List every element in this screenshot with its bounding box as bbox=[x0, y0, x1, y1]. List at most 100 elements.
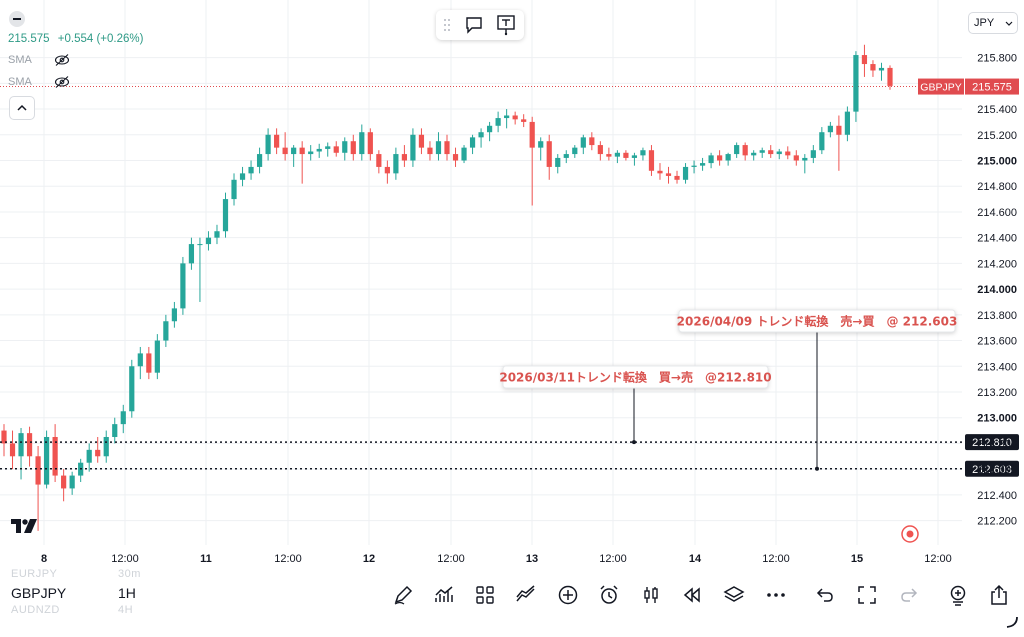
price-tag-symbol-bg bbox=[918, 78, 964, 95]
price-tick-label: 214.400 bbox=[977, 233, 1017, 245]
drag-handle-icon[interactable] bbox=[443, 18, 451, 32]
candle-body bbox=[461, 147, 467, 161]
candle-body bbox=[708, 155, 714, 164]
time-tick-label: 11 bbox=[200, 553, 212, 565]
price-change: +0.554 (+0.26%) bbox=[57, 33, 144, 45]
text-note-icon[interactable] bbox=[496, 14, 516, 36]
candle-body bbox=[282, 147, 288, 155]
candle bbox=[563, 150, 569, 164]
candle bbox=[853, 51, 859, 122]
prev-symbol[interactable]: EURJPY bbox=[11, 568, 58, 580]
time-tick-label: 12 bbox=[363, 553, 375, 565]
candle-body bbox=[86, 449, 92, 463]
candle bbox=[188, 237, 195, 270]
more-icon[interactable] bbox=[765, 584, 787, 606]
price-tag-symbol: GBPJPY bbox=[920, 82, 961, 94]
price-tick-label: 212.800 bbox=[977, 438, 1017, 450]
hline-label: 212.810 bbox=[972, 437, 1012, 449]
resize-handle-icon[interactable] bbox=[1005, 615, 1019, 629]
candle bbox=[512, 111, 518, 125]
indicator-row-1[interactable]: SMA bbox=[8, 53, 70, 67]
candle bbox=[86, 443, 92, 472]
candle-body bbox=[222, 199, 229, 232]
candle bbox=[606, 147, 612, 161]
candle-body bbox=[444, 141, 450, 155]
candle-body bbox=[606, 154, 612, 157]
candle bbox=[26, 426, 33, 467]
grid-layout-icon[interactable] bbox=[474, 584, 496, 606]
undo-icon[interactable] bbox=[814, 584, 836, 606]
candles bbox=[1, 44, 893, 531]
candle-body bbox=[742, 145, 748, 156]
candle bbox=[214, 224, 220, 245]
candle-body bbox=[785, 151, 791, 156]
candle-body bbox=[197, 244, 203, 246]
eye-off-icon[interactable] bbox=[54, 75, 70, 89]
add-alert-icon[interactable] bbox=[947, 584, 969, 606]
candle-body bbox=[529, 121, 535, 148]
add-icon[interactable] bbox=[557, 584, 579, 606]
candle-body bbox=[452, 154, 459, 161]
candle bbox=[521, 114, 527, 128]
candle bbox=[265, 128, 271, 161]
candle-body bbox=[759, 150, 765, 153]
candle-body bbox=[580, 137, 586, 148]
alarm-icon[interactable] bbox=[598, 584, 620, 606]
candle-body bbox=[35, 456, 41, 485]
candles-icon[interactable] bbox=[640, 584, 662, 606]
candle-body bbox=[623, 152, 629, 158]
interval-selector[interactable]: 1H bbox=[118, 585, 136, 601]
chart-grid bbox=[0, 0, 962, 545]
symbol-selector[interactable]: GBPJPY bbox=[11, 585, 67, 601]
candle bbox=[103, 430, 109, 463]
candle bbox=[444, 134, 450, 161]
comment-icon[interactable] bbox=[464, 15, 484, 35]
compare-icon[interactable] bbox=[515, 584, 537, 606]
record-icon[interactable] bbox=[901, 525, 919, 543]
tradingview-logo[interactable] bbox=[10, 518, 38, 534]
indicators-icon[interactable] bbox=[433, 584, 455, 606]
candle-body bbox=[521, 119, 527, 122]
pencil-icon[interactable] bbox=[392, 584, 414, 606]
candle bbox=[9, 430, 16, 470]
prev-interval[interactable]: 30m bbox=[118, 568, 141, 580]
candle bbox=[95, 436, 101, 463]
price-tag-value-bg bbox=[965, 78, 1019, 95]
currency-select[interactable]: JPY bbox=[968, 12, 1018, 34]
candle-body bbox=[674, 175, 680, 180]
layers-icon[interactable] bbox=[723, 584, 745, 606]
collapse-legend-button[interactable] bbox=[9, 96, 35, 120]
candle bbox=[171, 301, 177, 328]
candle bbox=[452, 147, 459, 167]
minimize-legend-button[interactable] bbox=[9, 11, 25, 27]
candle-body bbox=[350, 141, 356, 155]
candle-body bbox=[844, 111, 851, 135]
price-tick-label: 213.600 bbox=[977, 336, 1017, 348]
candle bbox=[759, 147, 765, 158]
candle bbox=[393, 147, 399, 180]
indicator-row-2[interactable]: SMA bbox=[8, 75, 70, 89]
candle bbox=[793, 150, 799, 166]
candle-body bbox=[26, 433, 33, 457]
candle bbox=[665, 166, 672, 184]
candle bbox=[342, 137, 348, 161]
candle-body bbox=[239, 173, 246, 180]
candle bbox=[461, 145, 467, 164]
candle bbox=[146, 346, 152, 380]
candle-body bbox=[597, 145, 603, 155]
candle bbox=[725, 152, 731, 166]
eye-off-icon[interactable] bbox=[54, 53, 70, 67]
candle bbox=[359, 124, 365, 161]
candle-body bbox=[469, 137, 476, 148]
candle-body bbox=[751, 152, 757, 156]
price-tick-label: 212.200 bbox=[977, 516, 1017, 528]
fullscreen-icon[interactable] bbox=[856, 584, 878, 606]
candle-body bbox=[504, 115, 510, 119]
candle bbox=[572, 145, 578, 158]
next-interval[interactable]: 4H bbox=[118, 604, 134, 616]
candle-body bbox=[827, 125, 833, 133]
share-icon[interactable] bbox=[988, 584, 1010, 606]
replay-icon[interactable] bbox=[681, 584, 703, 606]
next-symbol[interactable]: AUDNZD bbox=[11, 604, 60, 616]
